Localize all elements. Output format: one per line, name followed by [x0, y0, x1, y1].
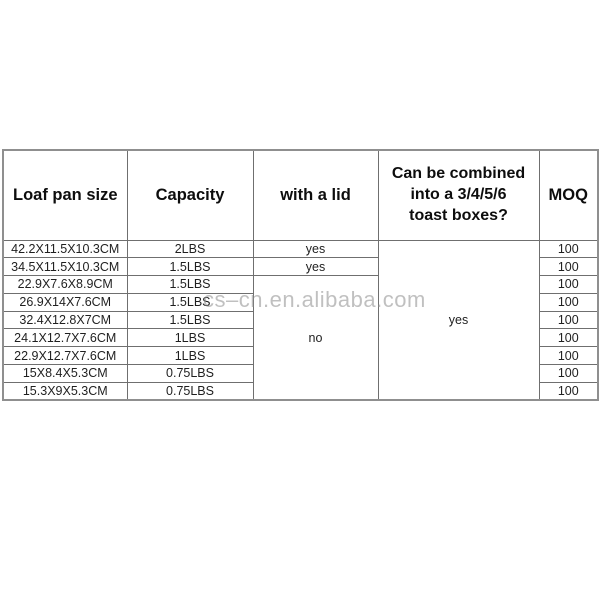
size-cell: 26.9X14X7.6CM [2, 292, 128, 312]
capacity-cell: 1.5LBS [126, 292, 254, 312]
table-row: 22.9X7.6X8.9CM 1.5LBS no 100 [2, 275, 599, 401]
size-cell: 15.3X9X5.3CM [2, 381, 128, 401]
size-cell: 15X8.4X5.3CM [2, 364, 128, 383]
moq-cell: 100 [538, 364, 599, 383]
moq-cell: 100 [538, 346, 599, 366]
capacity-cell: 1.5LBS [126, 310, 254, 330]
moq-cell: 100 [538, 275, 599, 294]
moq-cell: 100 [538, 257, 599, 277]
moq-cell: 100 [538, 310, 599, 330]
moq-cell: 100 [538, 292, 599, 312]
table-row: 15X8.4X5.3CM 0.75LBS 100 [2, 364, 599, 383]
combined-merged-cell: yes [377, 239, 540, 401]
capacity-cell: 1LBS [126, 328, 254, 348]
capacity-cell: 1.5LBS [126, 257, 254, 277]
size-cell: 32.4X12.8X7CM [2, 310, 128, 330]
size-cell: 34.5X11.5X10.3CM [2, 257, 128, 277]
capacity-cell: 1.5LBS [126, 275, 254, 294]
table-header-row: Loaf pan size Capacity with a lid Can be… [2, 149, 599, 241]
capacity-cell: 1LBS [126, 346, 254, 366]
lid-cell: yes [252, 257, 379, 277]
moq-cell: 100 [538, 328, 599, 348]
lid-merged-cell: no [252, 275, 379, 401]
moq-cell: 100 [538, 381, 599, 401]
size-cell: 42.2X11.5X10.3CM [2, 239, 128, 259]
col-header-capacity: Capacity [126, 149, 254, 241]
col-header-can-be-combined: Can be combined into a 3/4/5/6 toast box… [377, 149, 540, 241]
capacity-cell: 0.75LBS [126, 381, 254, 401]
col-header-with-a-lid: with a lid [252, 149, 379, 241]
capacity-cell: 2LBS [126, 239, 254, 259]
size-cell: 22.9X7.6X8.9CM [2, 275, 128, 294]
size-cell: 22.9X12.7X7.6CM [2, 346, 128, 366]
table-row: 22.9X12.7X7.6CM 1LBS 100 [2, 346, 599, 366]
table-row: 15.3X9X5.3CM 0.75LBS 100 [2, 381, 599, 401]
loaf-pan-spec-table: Loaf pan size Capacity with a lid Can be… [2, 149, 599, 402]
col-header-moq: MOQ [538, 149, 599, 241]
capacity-cell: 0.75LBS [126, 364, 254, 383]
table-row: 32.4X12.8X7CM 1.5LBS 100 [2, 310, 599, 330]
size-cell: 24.1X12.7X7.6CM [2, 328, 128, 348]
moq-cell: 100 [538, 239, 599, 259]
lid-cell: yes [252, 239, 379, 259]
table-row: 42.2X11.5X10.3CM 2LBS yes yes 100 [2, 239, 599, 401]
col-header-loaf-pan-size: Loaf pan size [2, 149, 128, 241]
table-row: 26.9X14X7.6CM 1.5LBS 100 [2, 292, 599, 312]
